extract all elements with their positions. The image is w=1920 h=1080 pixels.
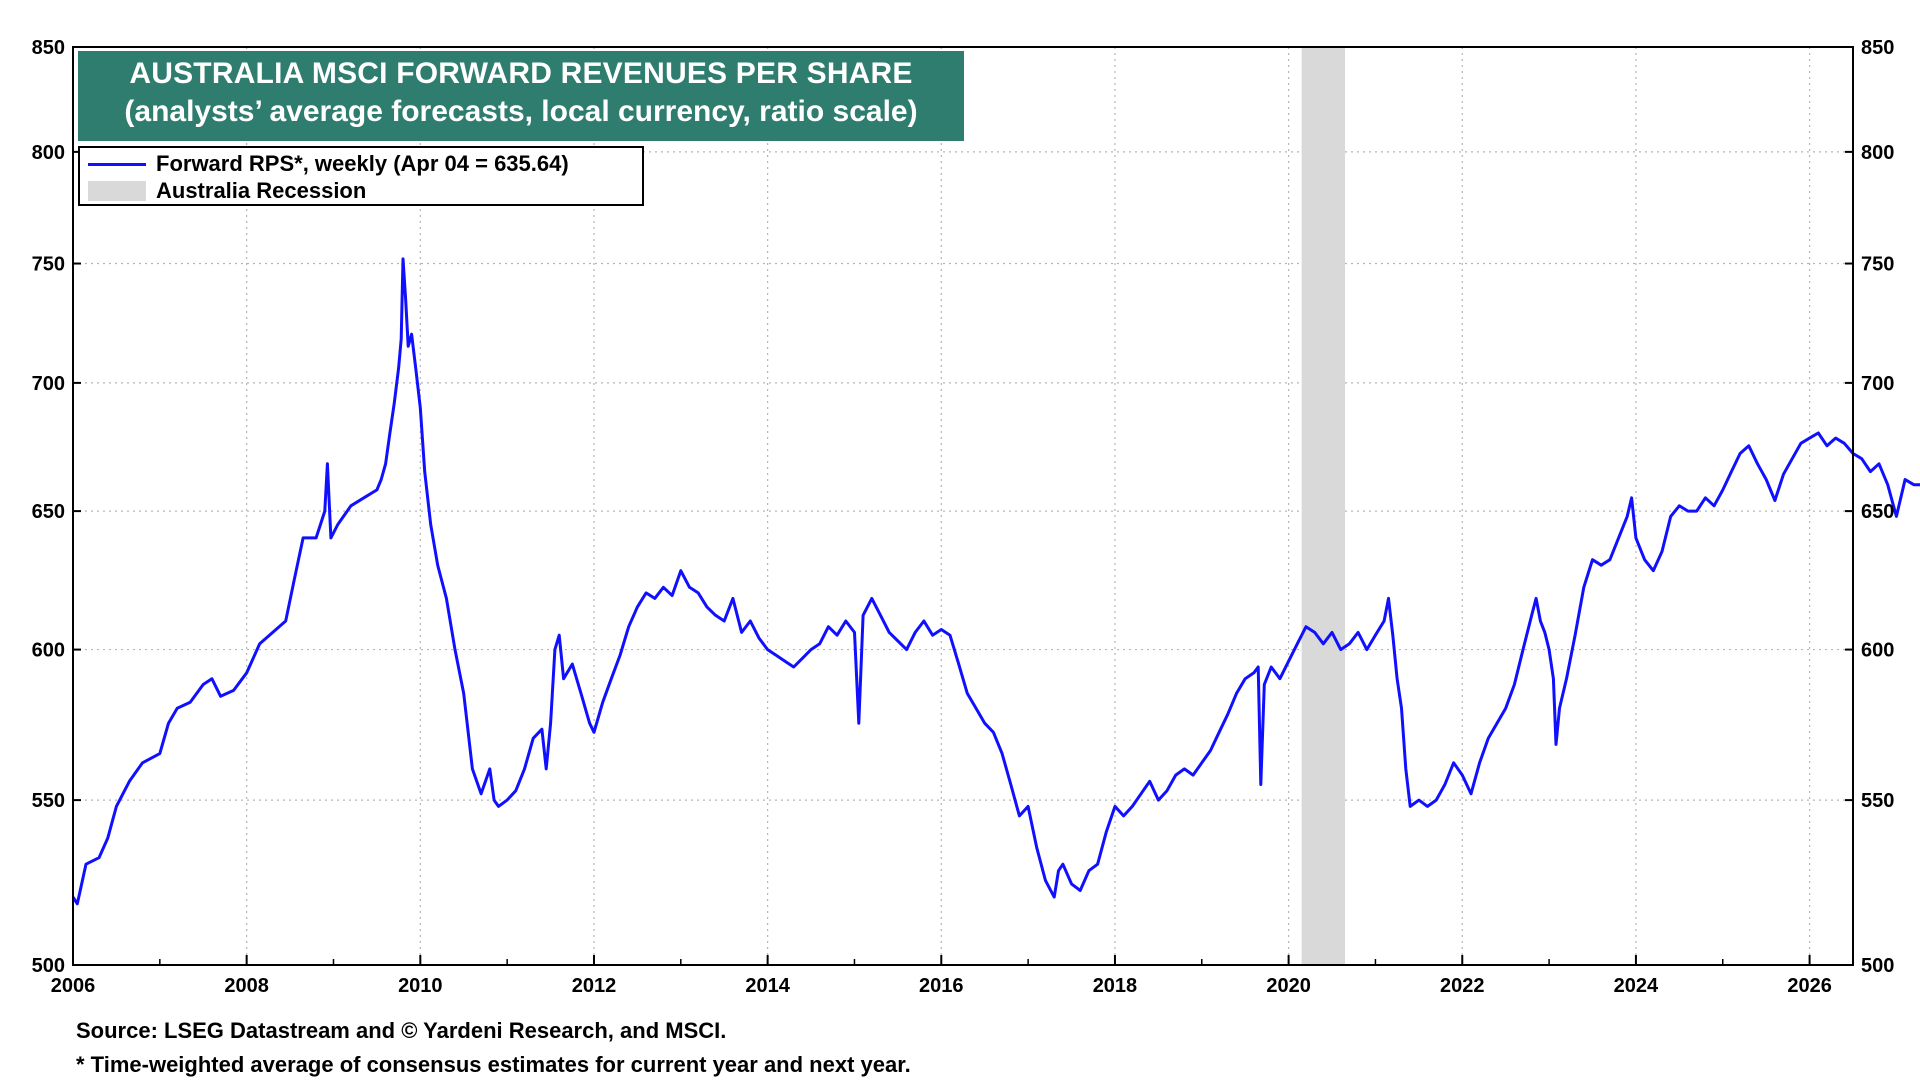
y-tick-label-left: 650	[32, 501, 65, 523]
x-tick-label: 2018	[1093, 975, 1138, 997]
series-layer	[71, 257, 1920, 906]
x-tick-label: 2026	[1787, 975, 1832, 997]
y-tick-label-right: 500	[1861, 955, 1894, 977]
footnote: * Time-weighted average of consensus est…	[76, 1052, 911, 1077]
chart-subtitle: (analysts’ average forecasts, local curr…	[124, 95, 918, 128]
x-tick-label: 2024	[1614, 975, 1659, 997]
x-tick-label: 2010	[398, 975, 443, 997]
y-tick-label-right: 750	[1861, 254, 1894, 276]
grid	[73, 47, 1853, 965]
y-tick-label-right: 550	[1861, 790, 1894, 812]
x-tick-label: 2014	[745, 975, 790, 997]
legend-label-recession: Australia Recession	[156, 178, 367, 203]
legend: Forward RPS*, weekly (Apr 04 = 635.64) A…	[78, 146, 644, 206]
x-tick-label: 2020	[1266, 975, 1311, 997]
chart-title-box: AUSTRALIA MSCI FORWARD REVENUES PER SHAR…	[78, 51, 964, 141]
x-tick-label: 2022	[1440, 975, 1485, 997]
y-tick-label-left: 500	[32, 955, 65, 977]
x-tick-label: 2006	[51, 975, 96, 997]
recession-band	[1301, 47, 1346, 965]
source-note: Source: LSEG Datastream and © Yardeni Re…	[76, 1018, 727, 1043]
x-axis: 2006 2008 2010 2012 2014 2016 2018 2020 2022 2024…	[51, 955, 1832, 997]
y-axis-left: 500 550 600 650 700 750 800 850	[32, 37, 81, 977]
y-tick-label-left: 600	[32, 640, 65, 662]
x-tick-label: 2012	[572, 975, 617, 997]
x-tick-label: 2016	[919, 975, 964, 997]
y-tick-label-left: 700	[32, 373, 65, 395]
y-tick-label-right: 800	[1861, 142, 1894, 164]
recession-bands	[1301, 47, 1346, 965]
y-tick-label-left: 750	[32, 254, 65, 276]
y-tick-label-right: 850	[1861, 37, 1894, 59]
y-tick-label-left: 800	[32, 142, 65, 164]
y-tick-label-left: 850	[32, 37, 65, 59]
y-axis-right: 500 550 600 650 700 750 800 850	[1845, 37, 1894, 977]
x-tick-label: 2008	[224, 975, 269, 997]
legend-item-forward-rps: Forward RPS*, weekly (Apr 04 = 635.64)	[88, 151, 569, 177]
legend-recession-swatch	[88, 181, 146, 201]
y-tick-label-left: 550	[32, 790, 65, 812]
y-tick-label-right: 600	[1861, 640, 1894, 662]
legend-line-swatch	[88, 162, 146, 166]
chart-title: AUSTRALIA MSCI FORWARD REVENUES PER SHAR…	[129, 57, 913, 90]
y-tick-label-right: 650	[1861, 501, 1894, 523]
series-line-forward-rps	[71, 257, 1920, 906]
y-tick-label-right: 700	[1861, 373, 1894, 395]
legend-label-forward-rps: Forward RPS*, weekly (Apr 04 = 635.64)	[156, 151, 569, 176]
legend-item-recession: Australia Recession	[88, 178, 366, 204]
plot-frame	[72, 46, 1854, 966]
